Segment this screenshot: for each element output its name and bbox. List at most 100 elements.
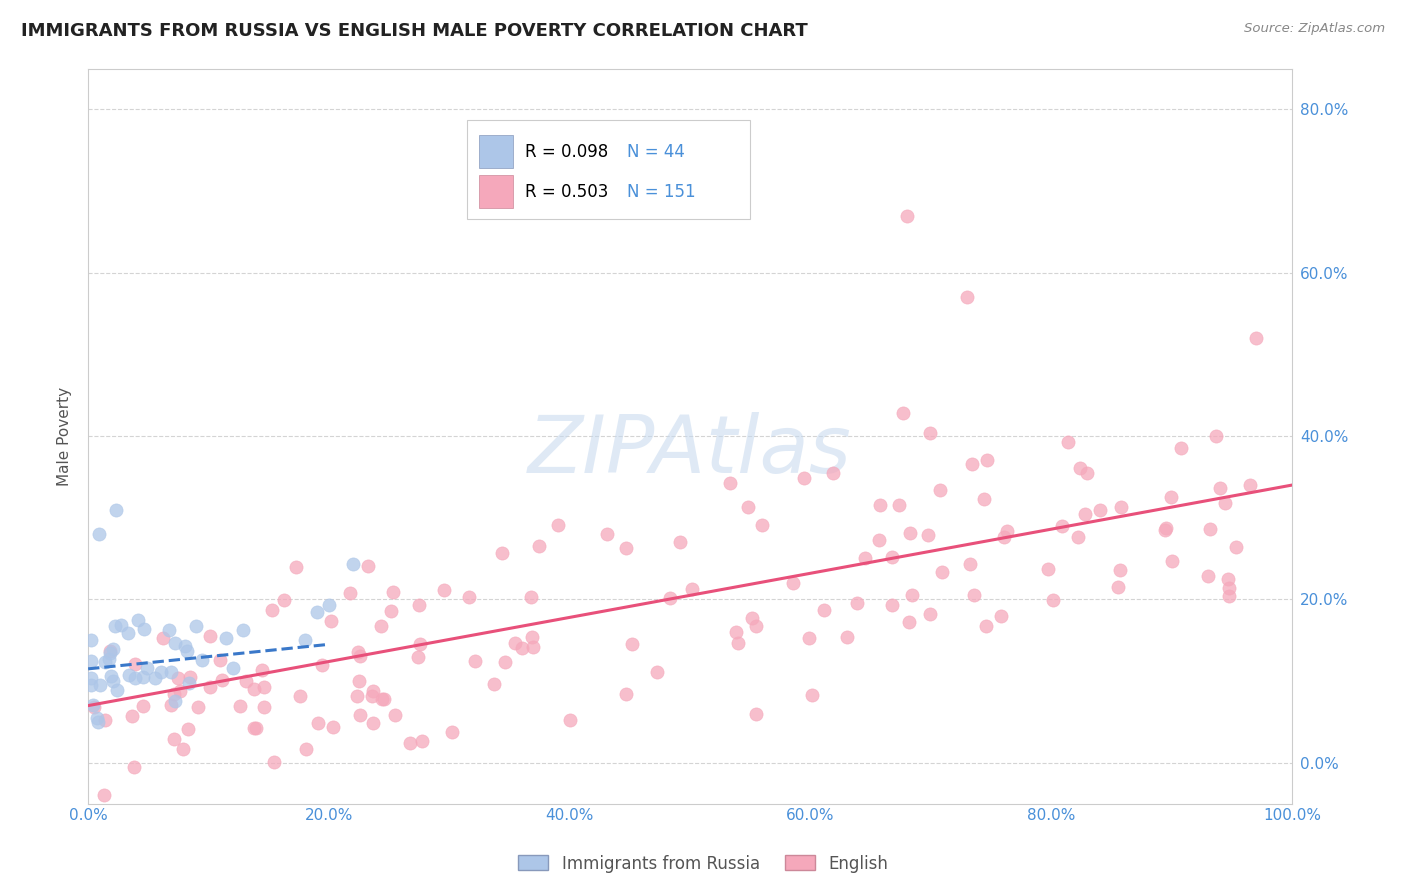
Point	[232, 623, 254, 637]
Point	[163, 635, 186, 649]
Point	[159, 623, 181, 637]
Point	[101, 642, 124, 657]
Point	[1056, 435, 1078, 450]
Point	[262, 603, 284, 617]
Point	[173, 639, 195, 653]
Point	[311, 657, 333, 672]
Text: N = 151: N = 151	[627, 183, 696, 201]
Point	[163, 688, 186, 702]
Point	[482, 677, 505, 691]
Point	[823, 466, 845, 480]
Point	[1088, 502, 1111, 516]
Point	[408, 598, 430, 612]
Point	[1154, 521, 1177, 535]
Point	[918, 425, 941, 440]
Point	[103, 674, 125, 689]
Y-axis label: Male Poverty: Male Poverty	[58, 386, 72, 485]
Point	[86, 711, 108, 725]
Point	[145, 671, 167, 685]
Point	[869, 498, 891, 512]
Point	[86, 714, 108, 729]
Point	[491, 546, 513, 560]
Point	[105, 502, 128, 516]
Point	[793, 471, 815, 485]
Point	[1244, 331, 1267, 345]
Point	[159, 665, 181, 679]
Point	[243, 721, 266, 735]
Point	[163, 693, 186, 707]
Point	[211, 673, 233, 687]
Point	[1069, 461, 1091, 475]
Point	[371, 692, 394, 706]
Point	[963, 589, 986, 603]
Point	[741, 611, 763, 625]
Point	[956, 290, 979, 304]
Point	[349, 707, 371, 722]
Point	[80, 678, 103, 692]
Point	[349, 673, 371, 688]
Point	[166, 671, 188, 685]
Point	[94, 655, 117, 669]
Point	[929, 483, 952, 498]
Point	[221, 661, 243, 675]
Point	[974, 619, 997, 633]
Point	[620, 637, 643, 651]
Point	[681, 582, 703, 596]
Point	[724, 625, 747, 640]
Point	[959, 557, 981, 571]
Point	[464, 653, 486, 667]
Point	[273, 593, 295, 607]
Text: ZIPAtlas: ZIPAtlas	[529, 412, 852, 490]
Point	[162, 731, 184, 746]
Point	[547, 517, 569, 532]
Point	[305, 605, 328, 619]
Point	[290, 689, 312, 703]
Point	[659, 591, 682, 605]
Point	[339, 586, 361, 600]
Point	[380, 603, 402, 617]
Bar	[479, 135, 513, 168]
Legend: Immigrants from Russia, English: Immigrants from Russia, English	[512, 848, 894, 880]
Point	[990, 608, 1012, 623]
Point	[995, 524, 1018, 538]
Point	[121, 708, 143, 723]
Point	[98, 643, 121, 657]
Point	[993, 530, 1015, 544]
Point	[558, 713, 581, 727]
Point	[215, 632, 238, 646]
Point	[409, 637, 432, 651]
Point	[1076, 466, 1098, 480]
Point	[118, 667, 141, 681]
Point	[882, 599, 904, 613]
Point	[1197, 568, 1219, 582]
Point	[1209, 482, 1232, 496]
Point	[920, 607, 942, 622]
Point	[360, 689, 382, 703]
Point	[616, 687, 638, 701]
Point	[973, 491, 995, 506]
Point	[346, 690, 368, 704]
Point	[520, 631, 543, 645]
FancyBboxPatch shape	[467, 120, 751, 219]
Point	[458, 591, 481, 605]
Point	[263, 755, 285, 769]
Text: R = 0.098: R = 0.098	[526, 143, 609, 161]
Text: N = 44: N = 44	[627, 143, 685, 161]
Point	[813, 603, 835, 617]
Point	[1239, 477, 1261, 491]
Point	[198, 629, 221, 643]
Point	[229, 698, 252, 713]
Point	[1160, 490, 1182, 504]
Point	[868, 533, 890, 548]
Point	[361, 683, 384, 698]
Point	[373, 692, 395, 706]
Point	[124, 671, 146, 685]
Point	[1225, 540, 1247, 554]
Point	[127, 614, 149, 628]
Text: Source: ZipAtlas.com: Source: ZipAtlas.com	[1244, 22, 1385, 36]
Point	[245, 721, 267, 735]
Point	[80, 633, 103, 648]
Point	[976, 453, 998, 467]
Point	[104, 619, 127, 633]
Point	[177, 676, 200, 690]
